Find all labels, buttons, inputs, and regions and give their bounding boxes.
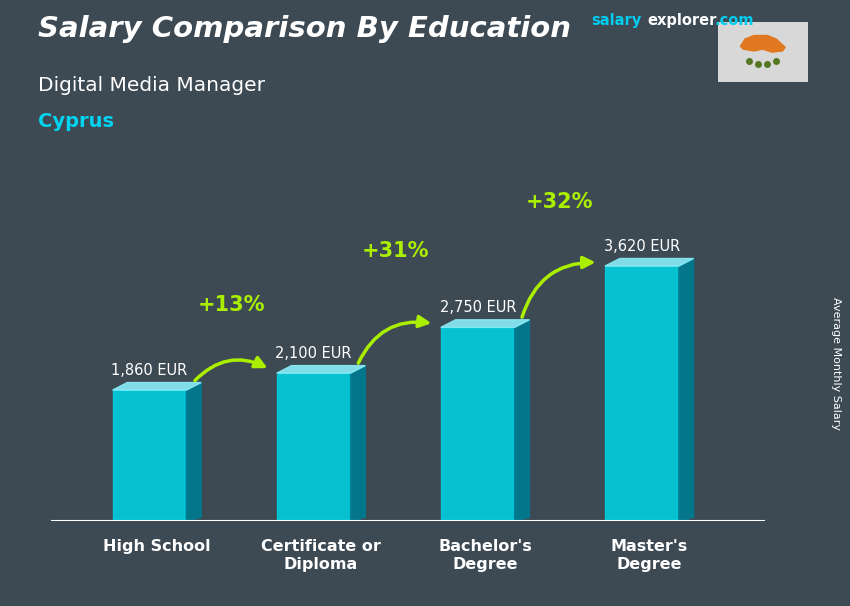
Text: explorer: explorer xyxy=(648,13,717,28)
Text: Master's
Degree: Master's Degree xyxy=(610,539,688,571)
Text: 2,100 EUR: 2,100 EUR xyxy=(275,346,352,361)
Text: +13%: +13% xyxy=(198,295,265,315)
Polygon shape xyxy=(740,36,785,52)
Text: Average Monthly Salary: Average Monthly Salary xyxy=(830,297,841,430)
Text: Bachelor's
Degree: Bachelor's Degree xyxy=(439,539,532,571)
Text: 2,750 EUR: 2,750 EUR xyxy=(439,300,516,315)
Polygon shape xyxy=(515,320,530,521)
Polygon shape xyxy=(277,373,350,521)
Polygon shape xyxy=(186,382,201,521)
Text: Digital Media Manager: Digital Media Manager xyxy=(38,76,265,95)
Text: salary: salary xyxy=(591,13,641,28)
Text: 3,620 EUR: 3,620 EUR xyxy=(604,239,680,254)
Text: .com: .com xyxy=(714,13,753,28)
Text: Salary Comparison By Education: Salary Comparison By Education xyxy=(38,15,571,43)
Text: 1,860 EUR: 1,860 EUR xyxy=(111,363,188,378)
Text: Certificate or
Diploma: Certificate or Diploma xyxy=(261,539,381,571)
Text: +32%: +32% xyxy=(526,192,593,212)
Text: High School: High School xyxy=(103,539,211,554)
Polygon shape xyxy=(605,266,679,521)
Polygon shape xyxy=(441,327,515,521)
Polygon shape xyxy=(605,259,694,266)
Polygon shape xyxy=(350,365,366,521)
Polygon shape xyxy=(679,259,694,521)
Polygon shape xyxy=(277,365,366,373)
Polygon shape xyxy=(112,382,201,390)
Polygon shape xyxy=(441,320,530,327)
Text: +31%: +31% xyxy=(362,241,429,261)
Text: Cyprus: Cyprus xyxy=(38,112,114,131)
Polygon shape xyxy=(112,390,186,521)
